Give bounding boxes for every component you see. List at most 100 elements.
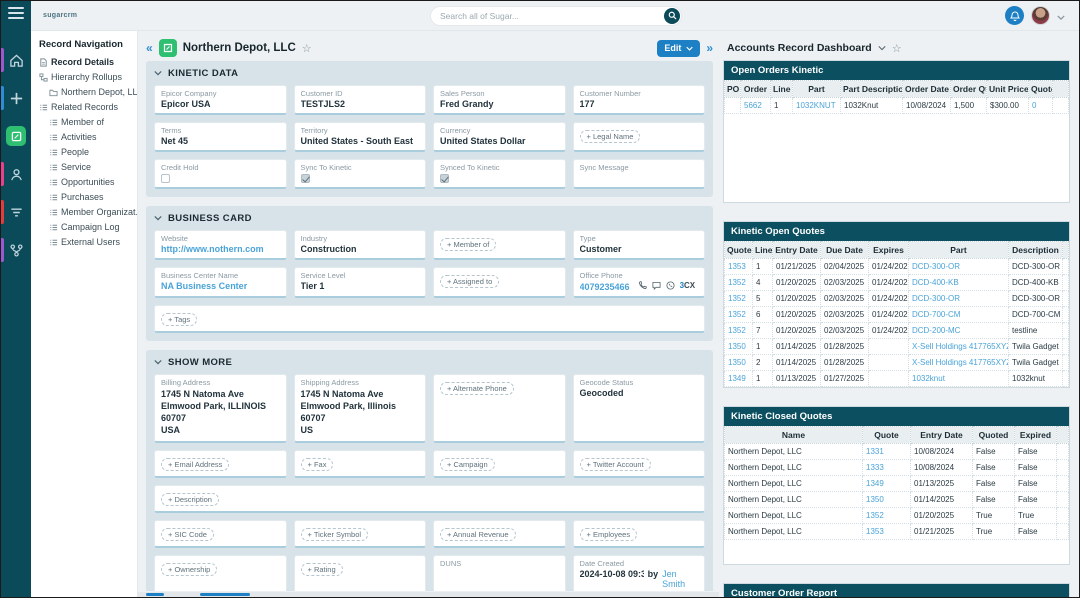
notifications-bell-icon[interactable]: [1005, 6, 1024, 25]
cell-link[interactable]: 1032KNUT: [796, 101, 836, 110]
sidebar-item-workflow[interactable]: [1, 231, 31, 269]
cell-link[interactable]: 1331: [866, 447, 884, 456]
hamburger-menu-icon[interactable]: [8, 7, 24, 19]
column-header-due-date[interactable]: Due Date: [821, 242, 869, 259]
cell-link[interactable]: X-Sell Holdings 417765XYZ987: [912, 342, 1009, 351]
sidebar-item-filter[interactable]: [1, 193, 31, 231]
nav-item-hierarchy-rollups[interactable]: Hierarchy Rollups: [39, 72, 137, 82]
cell-link[interactable]: 5662: [744, 101, 762, 110]
nav-item-service[interactable]: Service: [39, 162, 137, 172]
checkbox-synced-to-kinetic[interactable]: [440, 174, 449, 183]
cell-link[interactable]: DCD-300-OR: [912, 262, 960, 271]
cell-link[interactable]: 1352: [728, 310, 746, 319]
cell-link[interactable]: 0: [1032, 101, 1036, 110]
column-header-unit-price[interactable]: Unit Price: [987, 81, 1029, 98]
nav-item-northern-depot-llc[interactable]: Northern Depot, LLC: [39, 87, 137, 97]
favorite-star-icon[interactable]: ☆: [302, 42, 312, 55]
column-header-name[interactable]: Name: [725, 427, 863, 444]
cell-link[interactable]: 1333: [866, 463, 884, 472]
add-ticker-symbol-button[interactable]: + Ticker Symbol: [301, 528, 369, 541]
add-rating-button[interactable]: + Rating: [301, 563, 343, 576]
column-header-part[interactable]: Part: [909, 242, 1009, 259]
column-header-quote[interactable]: Quote: [1029, 81, 1053, 98]
cell-link[interactable]: X-Sell Holdings 417765XYZ987: [912, 358, 1009, 367]
search-input[interactable]: [440, 11, 664, 21]
column-header-line[interactable]: Line: [753, 242, 773, 259]
add-description-button[interactable]: + Description: [161, 493, 219, 506]
cell-link[interactable]: 1352: [866, 511, 884, 520]
cell-link[interactable]: 1349: [728, 374, 746, 383]
audit-user-link[interactable]: Jen Smith: [662, 569, 698, 589]
column-header-order-date[interactable]: Order Date: [903, 81, 951, 98]
chat-icon[interactable]: [652, 281, 661, 290]
add-tags-button[interactable]: + Tags: [161, 313, 197, 326]
column-header-quoted[interactable]: Quoted: [973, 427, 1015, 444]
cell-link[interactable]: 1352: [728, 326, 746, 335]
cell-link[interactable]: 1352: [728, 294, 746, 303]
cell-link[interactable]: DCD-400-KB: [912, 278, 959, 287]
section-header-show-more[interactable]: SHOW MORE: [154, 350, 705, 374]
add-alternate-phone-button[interactable]: + Alternate Phone: [440, 382, 514, 395]
column-header-quote[interactable]: Quote: [863, 427, 911, 444]
cell-link[interactable]: 1353: [866, 527, 884, 536]
edit-button[interactable]: Edit: [657, 40, 700, 57]
cell-link[interactable]: 1032knut: [912, 374, 945, 383]
column-header-entry-date[interactable]: Entry Date: [773, 242, 821, 259]
nav-item-external-users[interactable]: External Users: [39, 237, 137, 247]
call-icon[interactable]: [638, 281, 647, 290]
collapse-left-icon[interactable]: «: [146, 42, 153, 54]
checkbox-sync-to-kinetic[interactable]: [301, 174, 310, 183]
nav-item-activities[interactable]: Activities: [39, 132, 137, 142]
checkbox-credit-hold[interactable]: [161, 174, 170, 183]
sidebar-item-home[interactable]: [1, 41, 31, 79]
column-header-quote[interactable]: Quote: [725, 242, 753, 259]
expand-right-icon[interactable]: »: [706, 42, 713, 54]
add-twitter-account-button[interactable]: + Twitter Account: [580, 458, 651, 471]
whatsapp-icon[interactable]: [666, 281, 675, 290]
cx3-icon[interactable]: 3CX: [680, 281, 696, 290]
add-email-address-button[interactable]: + Email Address: [161, 458, 229, 471]
section-header-business-card[interactable]: BUSINESS CARD: [154, 206, 705, 230]
cell-link[interactable]: DCD-700-CM: [912, 310, 960, 319]
nav-item-member-organizat[interactable]: Member Organizat...: [39, 207, 137, 217]
nav-item-opportunities[interactable]: Opportunities: [39, 177, 137, 187]
section-header-kinetic-data[interactable]: KINETIC DATA: [154, 61, 705, 85]
column-header-entry-date[interactable]: Entry Date: [911, 427, 973, 444]
column-header-po[interactable]: PO: [725, 81, 741, 98]
sidebar-item-contacts[interactable]: [1, 155, 31, 193]
cell-link[interactable]: DCD-200-MC: [912, 326, 960, 335]
cell-link[interactable]: 1350: [728, 358, 746, 367]
add-annual-revenue-button[interactable]: + Annual Revenue: [440, 528, 516, 541]
column-header-part[interactable]: Part: [793, 81, 841, 98]
phone-link[interactable]: 4079235466: [580, 282, 630, 292]
field-link[interactable]: http://www.nothern.com: [161, 244, 264, 254]
column-header-order[interactable]: Order: [741, 81, 771, 98]
nav-item-campaign-log[interactable]: Campaign Log: [39, 222, 137, 232]
nav-item-purchases[interactable]: Purchases: [39, 192, 137, 202]
dashboard-star-icon[interactable]: ☆: [892, 42, 902, 55]
search-icon[interactable]: [664, 8, 680, 24]
nav-item-related-records[interactable]: Related Records: [39, 102, 137, 112]
add-member-of-button[interactable]: + Member of: [440, 238, 496, 251]
nav-item-people[interactable]: People: [39, 147, 137, 157]
dashboard-caret-icon[interactable]: [878, 45, 886, 51]
cell-link[interactable]: 1353: [728, 262, 746, 271]
cell-link[interactable]: 1350: [728, 342, 746, 351]
add-assigned-to-button[interactable]: + Assigned to: [440, 275, 499, 288]
column-header-description[interactable]: Description: [1009, 242, 1063, 259]
add-employees-button[interactable]: + Employees: [580, 528, 638, 541]
cell-link[interactable]: 1352: [728, 278, 746, 287]
column-header-order-qty[interactable]: Order Qty: [951, 81, 987, 98]
field-link[interactable]: NA Business Center: [161, 281, 247, 291]
cell-link[interactable]: 1349: [866, 479, 884, 488]
add-campaign-button[interactable]: + Campaign: [440, 458, 495, 471]
add-fax-button[interactable]: + Fax: [301, 458, 334, 471]
sidebar-item-accounts-active[interactable]: [1, 117, 31, 155]
add-legal-name-button[interactable]: + Legal Name: [580, 130, 641, 143]
add-ownership-button[interactable]: + Ownership: [161, 563, 217, 576]
user-avatar[interactable]: [1031, 6, 1050, 25]
sidebar-item-create[interactable]: [1, 79, 31, 117]
add-sic-code-button[interactable]: + SIC Code: [161, 528, 214, 541]
column-header-expired[interactable]: Expired: [1015, 427, 1057, 444]
nav-item-record-details[interactable]: Record Details: [39, 57, 137, 67]
